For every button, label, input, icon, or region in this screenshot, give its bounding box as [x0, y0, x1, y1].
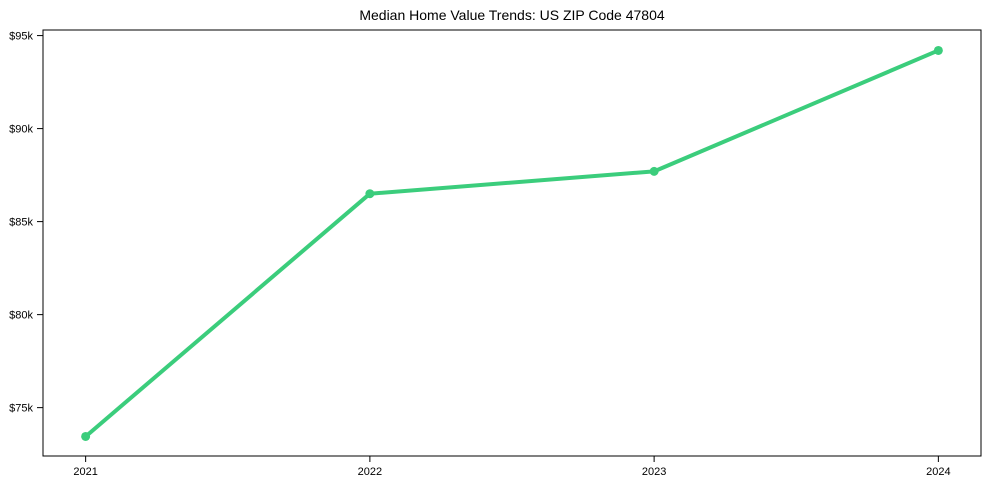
x-axis-tick-label: 2022: [358, 466, 382, 478]
y-axis-tick-label: $75k: [9, 403, 33, 415]
data-point-marker: [365, 189, 375, 199]
data-point-marker: [81, 431, 91, 441]
trend-line: [83, 48, 941, 439]
data-point-marker: [933, 45, 943, 55]
x-axis-tick-label: 2021: [73, 466, 97, 478]
x-axis-tick-label: 2024: [926, 466, 950, 478]
y-axis-tick-label: $90k: [9, 124, 33, 136]
x-axis-tick-label: 2023: [642, 466, 666, 478]
y-axis-tick-label: $85k: [9, 217, 33, 229]
y-axis-tick-label: $95k: [9, 31, 33, 43]
plot-border: [42, 29, 982, 457]
y-axis-tick-label: $80k: [9, 310, 33, 322]
chart-title: Median Home Value Trends: US ZIP Code 47…: [359, 7, 665, 23]
data-point-marker: [649, 166, 659, 176]
